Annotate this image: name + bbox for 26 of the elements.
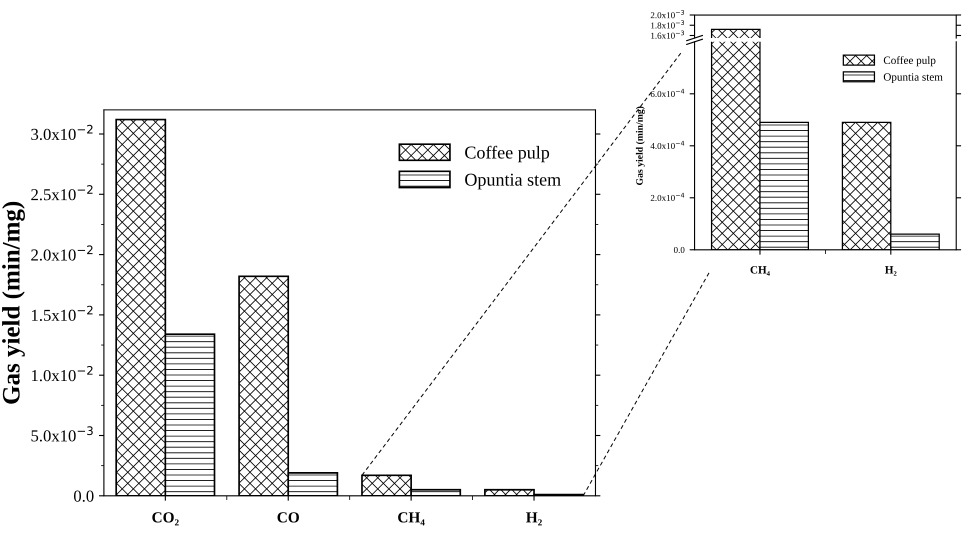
y-tick-label: 2.5x10$^{−2}$ <box>31 185 93 200</box>
y-tick-label: 1.6x10$^{−3}$ <box>651 30 684 39</box>
y-tick-label: 2.0x10$^{−2}$ <box>31 245 93 261</box>
y-tick-label: 2.0x10$^{−4}$ <box>650 192 684 202</box>
y-tick-label: 6.0x10$^{−4}$ <box>650 88 684 98</box>
y-tick-label: 2.0x10$^{−3}$ <box>650 10 684 18</box>
y-tick-label: 5.0x10$^{−3}$ <box>31 426 93 442</box>
x-tick-label: H₂ <box>885 266 897 276</box>
y-tick-label: 0.0 <box>674 246 684 254</box>
legend-label: Opuntia stem <box>884 73 943 83</box>
legend-label: Coffee pulp <box>884 56 936 66</box>
x-tick-label: CO <box>278 512 299 523</box>
y-tick-label: 1.8x10$^{−3}$ <box>651 20 684 29</box>
y-tick-label: 3.0x10$^{−2}$ <box>31 124 93 140</box>
legend-label: Opuntia stem <box>465 174 561 190</box>
y-axis-title: Gas yield (min/mg) <box>2 202 25 404</box>
x-tick-label: CH₄ <box>750 266 770 276</box>
y-tick-label: 1.0x10$^{−2}$ <box>32 366 93 382</box>
y-tick-label: 1.5x10$^{−2}$ <box>32 306 93 321</box>
y-tick-label: 4.0x10$^{−4}$ <box>650 140 684 150</box>
y-tick-label: 0.0 <box>74 490 94 502</box>
x-tick-label: CH₄ <box>398 512 425 526</box>
x-tick-label: H₂ <box>526 512 542 526</box>
y-axis-title: Gas yield (min/mg) <box>636 106 645 186</box>
legend-label: Coffee pulp <box>465 146 550 162</box>
x-tick-label: CO₂ <box>152 512 179 526</box>
